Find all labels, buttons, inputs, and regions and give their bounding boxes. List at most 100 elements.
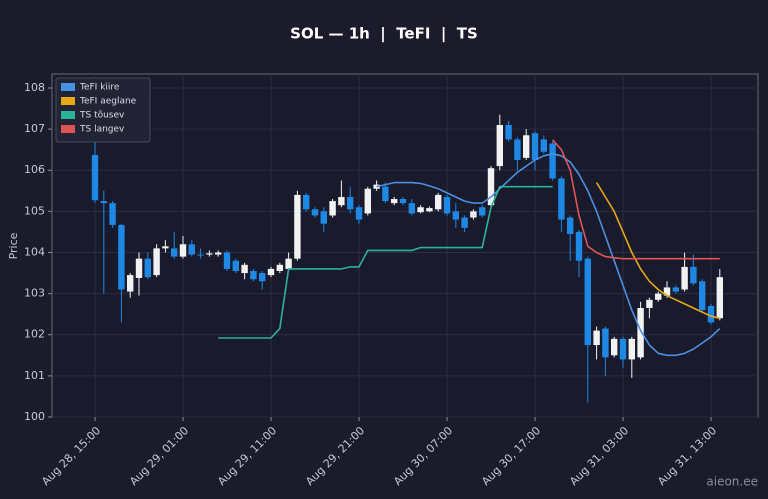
candle-body xyxy=(575,231,583,261)
candle-body xyxy=(540,139,547,152)
candle-body xyxy=(690,266,697,284)
indicator-line xyxy=(376,153,721,357)
candle-body xyxy=(593,330,600,346)
candle-body xyxy=(215,252,222,255)
candle-body xyxy=(276,264,283,271)
candle-body xyxy=(567,217,574,234)
candle-body xyxy=(338,196,345,206)
candle-body xyxy=(135,258,143,278)
candle-body xyxy=(259,273,266,282)
candle-body xyxy=(426,208,433,212)
candle-body xyxy=(127,275,134,292)
candle-body xyxy=(399,199,407,204)
candle-body xyxy=(496,124,503,167)
legend-swatch xyxy=(61,125,75,133)
candle-body xyxy=(364,188,371,214)
candle-body xyxy=(347,196,354,210)
candle-body xyxy=(637,308,644,358)
candle-body xyxy=(549,143,556,179)
y-tick-label: 101 xyxy=(24,369,45,382)
candle-body xyxy=(100,201,107,204)
watermark: aieon.ee xyxy=(706,475,758,489)
grid xyxy=(52,74,758,418)
candle-body xyxy=(435,194,442,210)
candle-body xyxy=(531,133,539,160)
candle-body xyxy=(672,287,679,292)
candle-body xyxy=(443,196,451,214)
legend-box xyxy=(55,77,151,143)
candle-body xyxy=(558,178,565,220)
candle-body xyxy=(320,211,327,224)
candle-body xyxy=(505,124,512,140)
legend-label: TeFI aeglane xyxy=(79,97,137,107)
candle-body xyxy=(197,254,204,256)
candle-body xyxy=(144,258,151,278)
candle-body xyxy=(452,211,459,220)
candle-body xyxy=(118,224,125,290)
indicator-line xyxy=(595,182,720,320)
y-tick-label: 107 xyxy=(24,122,45,135)
candle-body xyxy=(162,246,169,249)
candle-body xyxy=(355,207,363,220)
candle-body xyxy=(663,287,671,296)
chart-title: SOL — 1h | TeFI | TS xyxy=(290,25,478,44)
candle-body xyxy=(655,293,662,300)
candle-body xyxy=(479,207,486,216)
candle-body xyxy=(514,139,521,160)
y-tick-label: 102 xyxy=(24,328,45,341)
plot-area xyxy=(51,73,759,418)
candle-body xyxy=(611,338,618,356)
legend-label: TS langev xyxy=(79,125,125,135)
candle-body xyxy=(109,203,116,225)
candle-body xyxy=(646,299,653,309)
y-tick-label: 103 xyxy=(24,287,45,300)
y-tick-label: 105 xyxy=(24,204,45,217)
candle-body xyxy=(628,338,635,360)
legend-swatch xyxy=(61,97,75,105)
candle-body xyxy=(241,264,248,274)
candle-body xyxy=(153,248,160,276)
x-tick-label: Aug 31, 03:00 xyxy=(567,424,631,488)
candle-body xyxy=(602,328,609,358)
candle-body xyxy=(382,186,389,202)
candle-body xyxy=(470,211,477,218)
candle-body xyxy=(171,248,178,257)
legend: TeFI kiire TeFI aeglane TS tõusev TS langev xyxy=(55,77,151,143)
candle-body xyxy=(329,201,336,216)
candle-body xyxy=(461,217,468,228)
legend-label: TeFI kiire xyxy=(79,83,120,93)
x-tick-label: Aug 29, 21:00 xyxy=(303,424,367,488)
candle-body xyxy=(619,338,627,360)
x-tick-label: Aug 30, 07:00 xyxy=(391,424,455,488)
legend-label: TS tõusev xyxy=(79,111,125,121)
x-tick-label: Aug 28, 15:00 xyxy=(39,424,103,488)
candle-body xyxy=(285,258,292,269)
candle-body xyxy=(188,244,195,255)
candle-body xyxy=(91,155,99,201)
y-tick-label: 104 xyxy=(24,245,45,258)
indicator-line xyxy=(552,139,720,260)
candle-body xyxy=(311,209,319,216)
candle-body xyxy=(391,199,398,204)
candle-body xyxy=(681,266,688,290)
candle-body xyxy=(294,194,301,259)
candle-body xyxy=(408,203,415,214)
candle-body xyxy=(584,258,591,346)
y-axis-label: Price xyxy=(7,232,20,259)
candle-body xyxy=(716,277,723,319)
x-tick-label: Aug 30, 17:00 xyxy=(479,424,543,488)
candle-body xyxy=(206,253,213,255)
candle-body xyxy=(487,168,495,206)
candle-body xyxy=(223,252,231,269)
x-tick-label: Aug 29, 11:00 xyxy=(215,424,279,488)
legend-swatch xyxy=(61,111,75,119)
x-tick-label: Aug 29, 01:00 xyxy=(127,424,191,488)
candle-body xyxy=(179,244,187,257)
legend-swatch xyxy=(61,83,75,91)
candle-body xyxy=(232,260,239,271)
candle-body xyxy=(250,270,257,280)
candle-body xyxy=(303,194,310,210)
candle-body xyxy=(267,268,275,276)
